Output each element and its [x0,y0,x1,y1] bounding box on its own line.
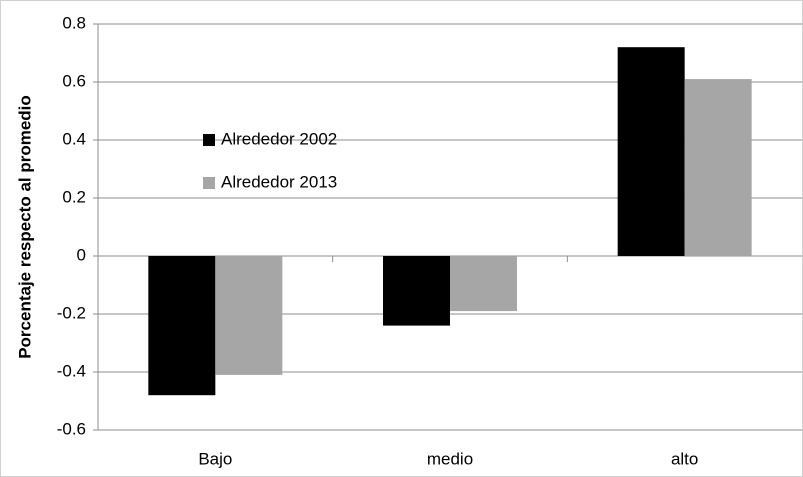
y-tick-label: 0.4 [62,129,86,148]
legend-swatch [203,177,215,189]
y-axis-title: Porcentaje respecto al promedio [15,95,34,359]
y-tick-label: 0.8 [62,13,86,32]
bar [450,256,517,312]
y-tick-label: -0.2 [57,303,86,322]
legend-swatch [203,134,215,146]
bar [383,256,450,326]
bar [617,47,685,257]
y-tick-label: 0.2 [62,187,86,206]
y-tick-label: -0.6 [57,419,86,438]
legend-label: Alrededor 2002 [221,129,337,148]
x-tick-label: medio [427,449,473,468]
x-tick-label: alto [671,449,698,468]
y-tick-label: 0.6 [62,71,86,90]
x-tick-label: Bajo [198,449,232,468]
legend-label: Alrededor 2013 [221,172,337,191]
bar [148,256,216,396]
y-tick-label: 0 [77,245,86,264]
bar [215,256,283,375]
y-tick-label: -0.4 [57,361,86,380]
bar [684,79,752,256]
